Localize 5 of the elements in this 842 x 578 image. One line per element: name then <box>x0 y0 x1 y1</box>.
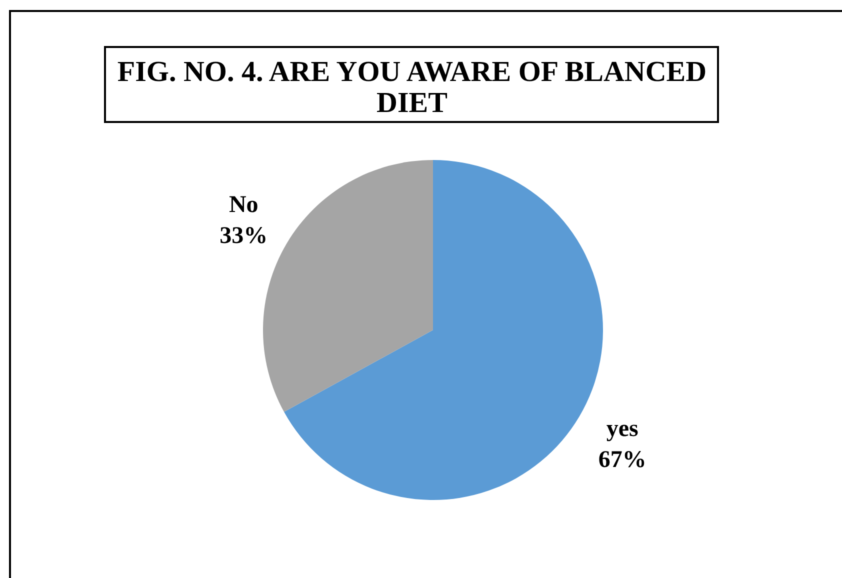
slice-label: No <box>228 192 258 218</box>
data-label: 67% <box>598 446 646 473</box>
slice-label: yes <box>606 416 638 442</box>
data-label: 33% <box>220 223 268 250</box>
chart-title: FIG. NO. 4. ARE YOU AWARE OF BLANCED DIET <box>117 56 707 119</box>
